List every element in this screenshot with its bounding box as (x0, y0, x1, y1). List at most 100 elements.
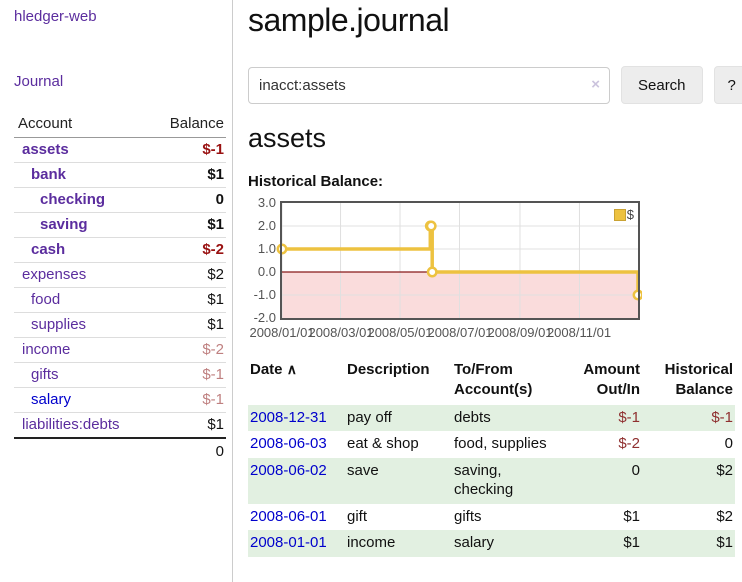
sidebar-account-liabilities-debts[interactable]: liabilities:debts (22, 416, 120, 433)
account-row: saving $1 (14, 212, 226, 238)
register-balance-cell: 0 (724, 435, 733, 453)
sidebar-account-cash[interactable]: cash (31, 241, 66, 258)
account-balance: $-1 (148, 387, 226, 413)
sidebar-account-assets[interactable]: assets (22, 141, 69, 158)
register-header-date[interactable]: Date ∧ (250, 361, 297, 378)
y-axis-label: 0.0 (257, 264, 276, 279)
search-input[interactable] (248, 66, 610, 104)
register-amount-cell: 0 (631, 462, 640, 479)
account-name-cell: bank (14, 162, 149, 188)
clear-search-icon[interactable]: × (591, 75, 600, 93)
register-row: 2008-12-31 pay off debts $-1 $-1 (248, 404, 735, 432)
account-balance: $1 (148, 212, 226, 238)
sidebar-account-salary[interactable]: salary (31, 391, 72, 408)
register-date-link[interactable]: 2008-06-01 (250, 507, 327, 525)
account-balance: $-2 (148, 237, 226, 263)
register-description-cell: pay off (347, 408, 392, 426)
balance-chart: 3.0 2.0 1.0 0.0 -1.0 -2.0 2008/01/01 2008/03/01… (248, 195, 644, 342)
account-row: income $-2 (14, 337, 226, 363)
sort-asc-icon: ∧ (286, 361, 297, 377)
register-accounts-cell: saving, checking (454, 462, 514, 498)
register-header-description: Description (347, 361, 430, 378)
main-content: sample.journal × Search ? assets Histori… (233, 0, 742, 582)
search-help-button[interactable]: ? (713, 66, 742, 104)
nav-journal-link[interactable]: Journal (14, 73, 64, 90)
register-date-link[interactable]: 2008-06-03 (250, 435, 327, 453)
account-name-cell: saving (14, 212, 149, 238)
sidebar-account-income[interactable]: income (22, 341, 71, 358)
account-row: checking 0 (14, 187, 226, 213)
account-row: salary $-1 (14, 387, 226, 413)
brand: hledger-web (14, 8, 224, 26)
accounts-total-row: 0 (14, 437, 226, 464)
register-description-cell: gift (347, 507, 368, 525)
register-date-cell: 2008-01-01 (248, 530, 345, 557)
account-row: liabilities:debts $1 (14, 413, 226, 439)
register-description-cell: save (347, 462, 379, 479)
account-name-cell: food (14, 287, 149, 313)
sidebar-account-saving[interactable]: saving (40, 216, 88, 233)
page-title: sample.journal (248, 2, 450, 38)
register-date-cell: 2008-12-31 (248, 405, 345, 432)
register-header-row: Date ∧ Description To/From Account(s) Am… (248, 357, 735, 405)
register-date-cell: 2008-06-01 (248, 504, 345, 531)
account-balance: $-1 (148, 137, 226, 163)
register-header-amount: Amount Out/In (583, 361, 640, 399)
account-name-cell: salary (14, 387, 149, 413)
sidebar-nav: Journal (14, 73, 224, 91)
sidebar-account-expenses[interactable]: expenses (22, 266, 87, 283)
register-balance-cell: $2 (716, 462, 733, 479)
search-button[interactable]: Search (621, 66, 703, 104)
account-name-cell: cash (14, 237, 149, 263)
brand-link[interactable]: hledger-web (14, 8, 97, 25)
sidebar-account-food[interactable]: food (31, 291, 61, 308)
chart-title: Historical Balance: (248, 173, 384, 190)
account-row: bank $1 (14, 162, 226, 188)
account-balance: $1 (148, 162, 226, 188)
y-axis-label: 3.0 (257, 195, 276, 210)
sidebar-account-supplies[interactable]: supplies (31, 316, 87, 333)
search-field-wrap: × (248, 66, 610, 104)
account-row: expenses $2 (14, 262, 226, 288)
x-axis-label: 2008/03/01 (308, 325, 374, 340)
account-row: gifts $-1 (14, 362, 226, 388)
register-accounts-cell: gifts (454, 507, 482, 525)
register-accounts-cell: food, supplies (454, 435, 547, 453)
register-amount-cell: $1 (623, 534, 640, 552)
sidebar-account-gifts[interactable]: gifts (31, 366, 59, 383)
register-balance-cell: $-1 (711, 408, 733, 426)
account-balance: $-1 (148, 362, 226, 388)
account-balance: $1 (148, 287, 226, 313)
account-balance: $2 (148, 262, 226, 288)
chart-legend: $ (612, 208, 635, 222)
account-name-cell: gifts (14, 362, 149, 388)
register-accounts-cell: salary (454, 534, 495, 552)
account-row: cash $-2 (14, 237, 226, 263)
register-date-cell: 2008-06-02 (248, 458, 345, 504)
register-row: 2008-01-01 income salary $1 $1 (248, 530, 735, 557)
register-balance-cell: $2 (716, 507, 733, 525)
x-axis-label: 2008/01/01 (249, 325, 315, 340)
account-name-cell: liabilities:debts (14, 413, 149, 439)
register-description-cell: income (347, 534, 396, 552)
chart-canvas (276, 201, 644, 320)
account-row: assets $-1 (14, 137, 226, 163)
accounts-total-value: 0 (148, 437, 226, 464)
x-axis-label: 2008/11/01 (546, 325, 612, 340)
register-row: 2008-06-02 save saving, checking 0 $2 (248, 458, 735, 504)
y-axis-label: -1.0 (253, 287, 276, 302)
y-axis-label: 2.0 (257, 218, 276, 233)
register-date-link[interactable]: 2008-12-31 (250, 408, 327, 426)
sidebar-account-checking[interactable]: checking (40, 191, 106, 208)
accounts-header-account: Account (14, 112, 149, 138)
account-name-cell: expenses (14, 262, 149, 288)
register-row: 2008-06-03 eat & shop food, supplies $-2 0 (248, 431, 735, 458)
register-header-accounts: To/From Account(s) (454, 361, 533, 399)
register-amount-cell: $-1 (618, 408, 640, 426)
series-swatch-icon (613, 209, 626, 221)
register-date-link[interactable]: 2008-06-02 (250, 462, 327, 479)
sidebar-account-bank[interactable]: bank (31, 166, 67, 183)
register-accounts-cell: debts (454, 408, 491, 426)
register-header-balance: Historical Balance (664, 361, 733, 399)
register-date-link[interactable]: 2008-01-01 (250, 534, 327, 552)
